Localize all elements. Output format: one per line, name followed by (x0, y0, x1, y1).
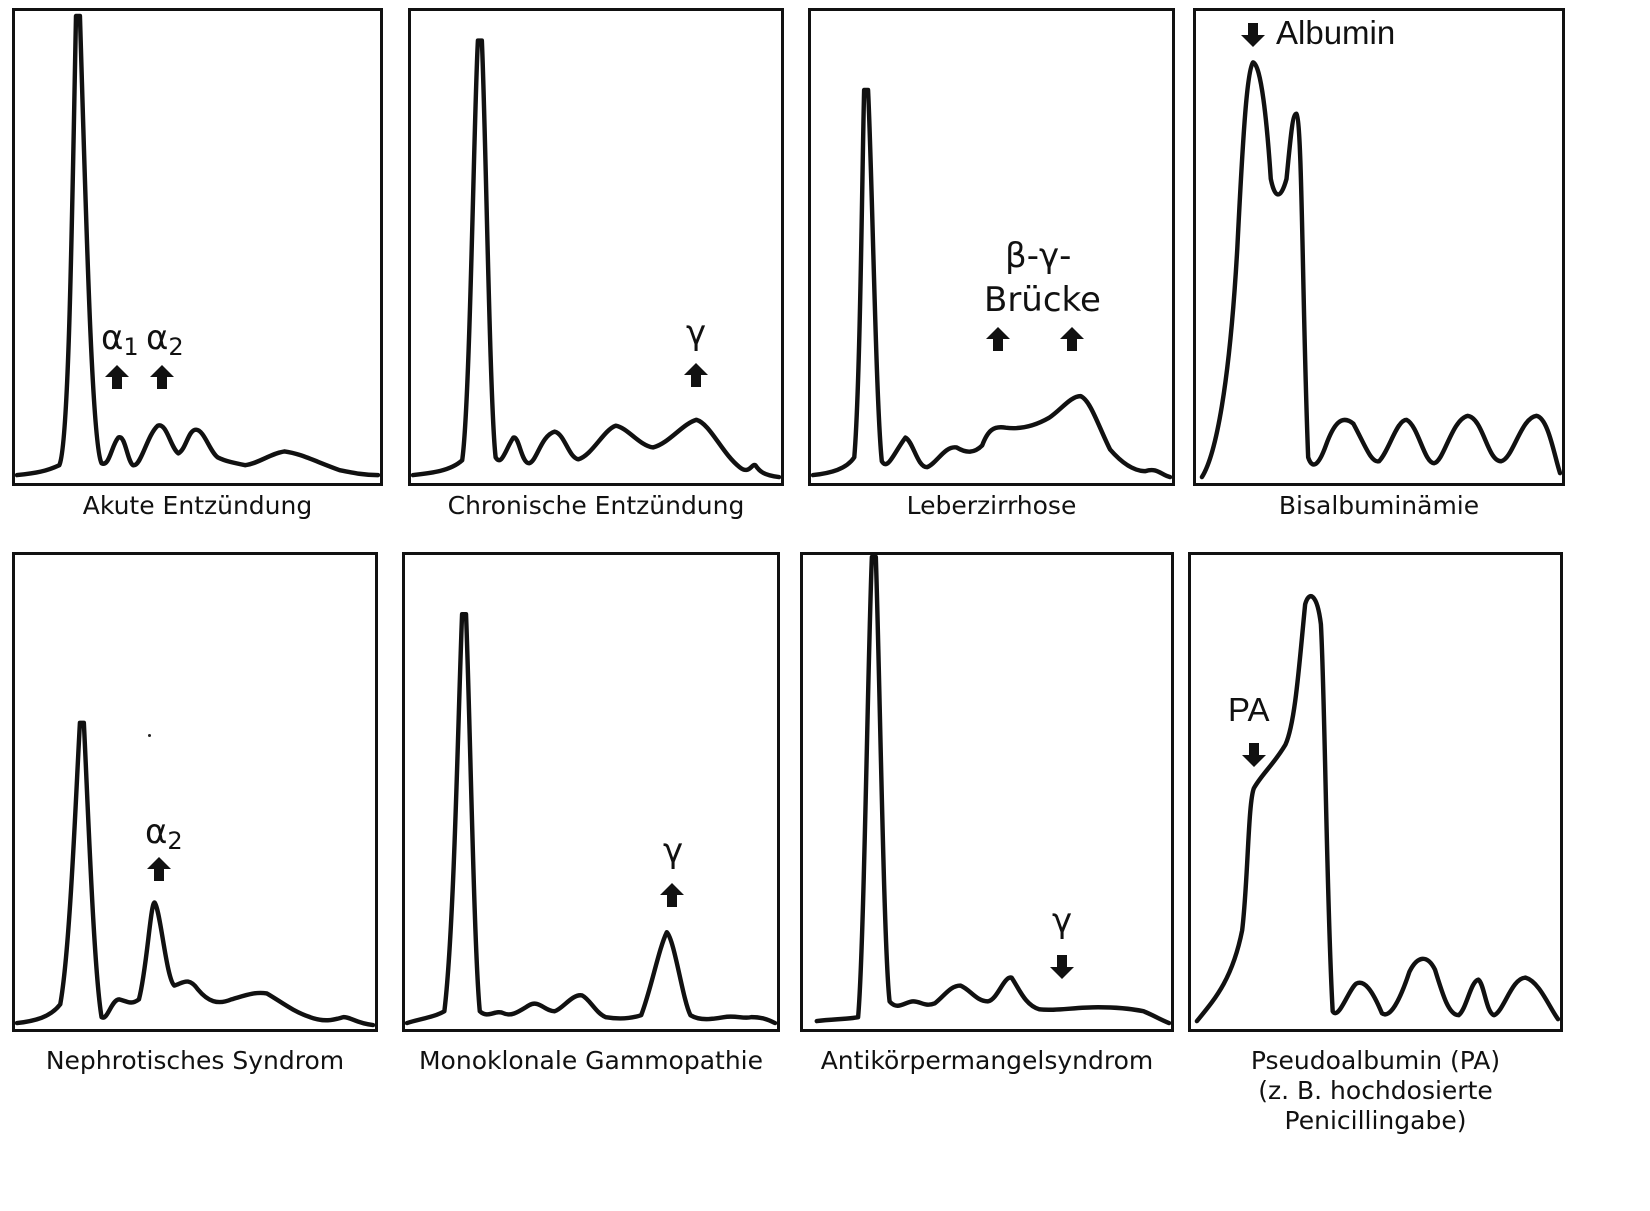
label-alpha1-sub: 1 (123, 333, 139, 361)
curve-leberzirrhose (811, 87, 1172, 480)
panel-akute-entzuendung (12, 8, 383, 486)
label-beta-gamma: β-γ- (1005, 236, 1072, 276)
electropherogram-curve-nephrotisch (15, 720, 375, 1028)
label-gamma: γ (1052, 901, 1073, 941)
caption-chronische-entzuendung: Chronische Entzündung (447, 491, 745, 520)
label-alpha2-base: α (146, 318, 169, 358)
caption-pseudoalbumin-line1: Pseudoalbumin (PA) (1250, 1046, 1501, 1075)
label-alpha2: α2 (145, 814, 183, 859)
caption-leberzirrhose: Leberzirrhose (906, 491, 1077, 520)
label-alpha2-sub: 2 (167, 827, 183, 855)
label-alpha1: α1 (101, 320, 139, 365)
electropherogram-curve-leberzirrhose (811, 87, 1172, 480)
label-pa: PA (1228, 691, 1270, 728)
electropherogram-curve-bisalbuminaemie (1199, 60, 1562, 480)
electropherogram-curve-pseudoalbumin (1194, 593, 1560, 1024)
up-arrow-icon (149, 364, 175, 390)
label-bruecke: Brücke (984, 280, 1101, 320)
panel-bisalbuminaemie (1193, 8, 1565, 486)
curve-antikoerper (814, 555, 1171, 1026)
caption-bisalbuminaemie: Bisalbuminämie (1278, 491, 1480, 520)
down-arrow-icon (1241, 742, 1267, 768)
up-arrow-icon (985, 326, 1011, 352)
caption-pseudoalbumin-line3: Penicillingabe) (1284, 1106, 1467, 1135)
electropherogram-curve-monoklonal (405, 612, 777, 1026)
curve-bisalbuminaemie (1199, 60, 1562, 480)
up-arrow-icon (104, 364, 130, 390)
panel-nephrotisches-syndrom (12, 552, 378, 1032)
panel-antikoerpermangelsyndrom (800, 552, 1174, 1032)
up-arrow-icon (659, 882, 685, 908)
caption-nephrotisches-syndrom: Nephrotisches Syndrom (45, 1046, 345, 1075)
down-arrow-icon (1240, 22, 1266, 48)
curve-pseudoalbumin (1194, 593, 1560, 1024)
label-alpha2: α2 (146, 320, 184, 365)
caption-monoklonale-gammopathie: Monoklonale Gammopathie (418, 1046, 764, 1075)
electropherogram-curve-chronische (411, 38, 781, 480)
up-arrow-icon (1059, 326, 1085, 352)
label-gamma: γ (686, 313, 707, 353)
caption-akute-entzuendung: Akute Entzündung (82, 491, 313, 520)
label-alpha2-sub: 2 (168, 333, 184, 361)
caption-antikoerpermangelsyndrom: Antikörpermangelsyndrom (820, 1046, 1154, 1075)
electropherogram-curve-antikoerper (814, 555, 1171, 1026)
label-alpha2-base: α (145, 812, 168, 852)
up-arrow-icon (146, 856, 172, 882)
up-arrow-icon (683, 362, 709, 388)
electropherogram-curve-akute (15, 13, 380, 478)
panel-pseudoalbumin (1188, 552, 1563, 1032)
panel-monoklonale-gammopathie (402, 552, 780, 1032)
stray-dot (148, 734, 151, 737)
panel-chronische-entzuendung (408, 8, 784, 486)
panel-leberzirrhose (808, 8, 1175, 486)
caption-pseudoalbumin: Pseudoalbumin (PA) (z. B. hochdosierte P… (1188, 1046, 1563, 1136)
label-alpha1-base: α (101, 318, 124, 358)
label-albumin: Albumin (1276, 14, 1396, 51)
curve-nephrotisch (15, 720, 375, 1028)
curve-monoklonal (405, 612, 777, 1026)
down-arrow-icon (1049, 954, 1075, 980)
caption-pseudoalbumin-line2: (z. B. hochdosierte (1258, 1076, 1493, 1105)
curve-chronische (411, 38, 781, 480)
label-gamma: γ (663, 831, 684, 871)
curve-akute (15, 13, 380, 478)
